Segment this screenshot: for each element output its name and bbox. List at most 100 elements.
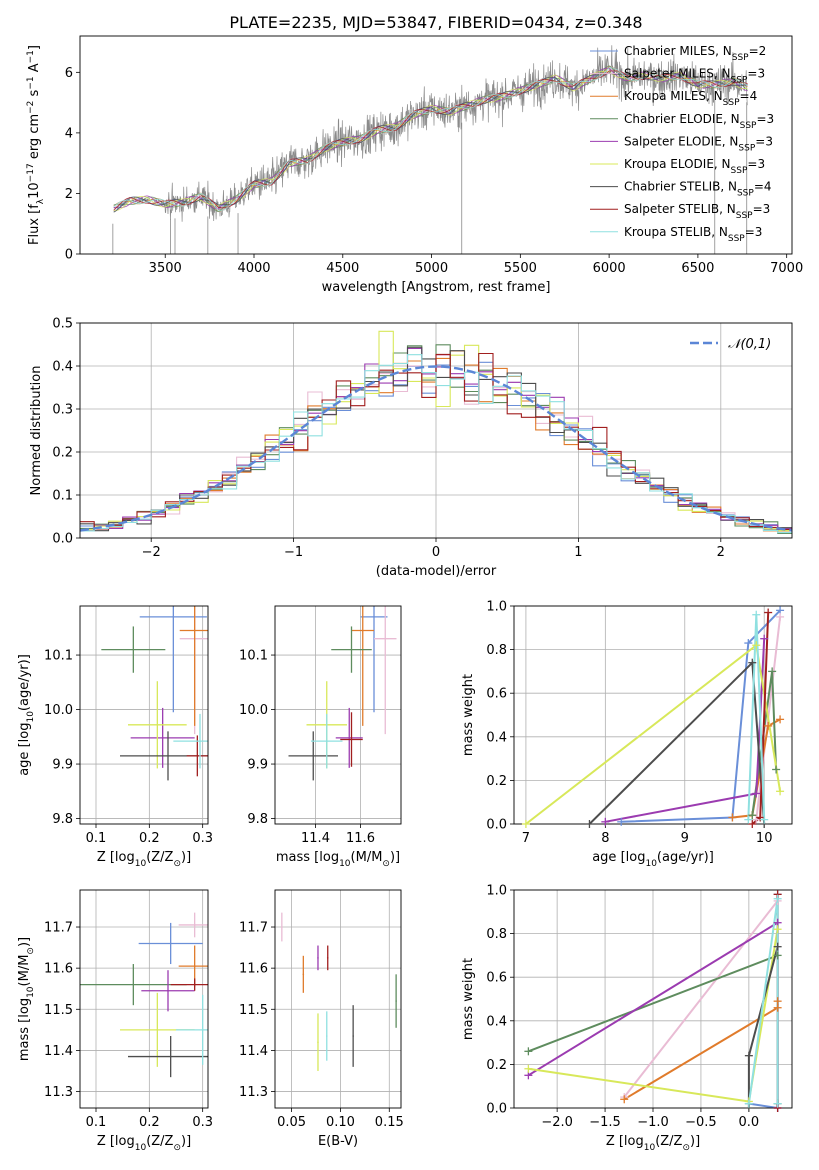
x-tick-label: 4000 bbox=[237, 261, 270, 276]
y-tick-label: 9.8 bbox=[52, 812, 73, 827]
y-tick-label: 0.4 bbox=[486, 1014, 507, 1029]
y-tick-label: 11.7 bbox=[44, 921, 73, 936]
axes-frame bbox=[513, 889, 793, 1109]
errorbar-point bbox=[361, 629, 364, 632]
x-tick-label: 7000 bbox=[770, 261, 803, 276]
y-tick-label: 0.0 bbox=[52, 532, 73, 547]
errorbar-point bbox=[395, 1000, 397, 1002]
y-tick-label: 0.1 bbox=[52, 489, 73, 504]
legend-label: Kroupa ELODIE, NSSP=3 bbox=[624, 157, 765, 176]
errorbar-point bbox=[384, 637, 387, 640]
y-tick-label: 10.0 bbox=[239, 703, 268, 718]
axes-frame bbox=[79, 889, 209, 1109]
y-tick-label: 0.6 bbox=[486, 971, 507, 986]
x-tick-label: 7 bbox=[522, 831, 530, 846]
y-tick-label: 0.8 bbox=[486, 927, 507, 942]
panels: 3500 4000 4500 5000 5500 6000 6500 7000 0 2 4 6 wave… bbox=[17, 35, 803, 1153]
panel-z-vs-age: 0.1 0.2 0.3 9.8 9.9 10.0 10.1 Z [log10(Z/Z⊙)] ag… bbox=[17, 605, 213, 869]
figure-title: PLATE=2235, MJD=53847, FIBERID=0434, z=0… bbox=[229, 13, 642, 32]
plot-area-z-vs-age bbox=[101, 606, 208, 781]
y-axis-label: age [log10(age/yr)] bbox=[17, 654, 36, 776]
x-axis-label: Z [log10(Z/Z⊙)] bbox=[606, 1134, 700, 1153]
x-tick-label: 11.6 bbox=[346, 831, 375, 846]
x-tick-label: −2.0 bbox=[541, 1115, 573, 1130]
errorbar-point bbox=[169, 1055, 172, 1058]
legend-label: Salpeter STELIB, NSSP=3 bbox=[624, 202, 770, 221]
y-tick-label: 0.6 bbox=[486, 687, 507, 702]
y-tick-label: 11.5 bbox=[44, 1003, 73, 1018]
panel-mass-vs-age: 11.4 11.6 9.8 9.9 10.0 10.1 mass [log10(M/M⊙)] bbox=[239, 605, 402, 869]
weight-series-6 bbox=[588, 660, 766, 824]
x-tick-label: 0.10 bbox=[326, 1115, 355, 1130]
errorbar-point bbox=[302, 973, 305, 976]
x-axis-label: (data-model)/error bbox=[376, 564, 497, 579]
x-tick-label: 0.1 bbox=[86, 831, 107, 846]
errorbar-point bbox=[132, 648, 135, 651]
x-tick-label: 0.05 bbox=[277, 1115, 306, 1130]
y-tick-label: 0.0 bbox=[486, 818, 507, 833]
errorbar-point bbox=[348, 737, 351, 739]
legend-label: Kroupa STELIB, NSSP=3 bbox=[624, 225, 762, 244]
y-tick-label: 9.9 bbox=[52, 758, 73, 773]
y-tick-label: 11.3 bbox=[44, 1085, 73, 1100]
errorbar-point bbox=[317, 957, 319, 959]
y-tick-label: 11.3 bbox=[239, 1085, 268, 1100]
errorbar-point bbox=[193, 983, 196, 986]
spectrum-model-6 bbox=[113, 72, 748, 213]
y-tick-label: 1.0 bbox=[486, 884, 507, 899]
x-tick-label: 0.1 bbox=[86, 1115, 107, 1130]
panel-weights-vs-age: 7 8 9 10 0.0 0.2 0.4 0.6 0.8 1.0 age [log10(age/yr… bbox=[461, 600, 793, 869]
x-tick-label: 0 bbox=[432, 545, 440, 560]
weight-series-8 bbox=[747, 898, 779, 1104]
errorbar-point bbox=[281, 926, 283, 928]
weight-series-6 bbox=[747, 946, 779, 1108]
errorbar-point bbox=[156, 724, 159, 726]
y-axis-label: mass [log10(M/M⊙)] bbox=[17, 937, 36, 1061]
spectrum-model-8 bbox=[113, 67, 748, 212]
errorbar-point bbox=[169, 942, 172, 945]
x-tick-label: 10 bbox=[756, 831, 773, 846]
legend-label: Kroupa MILES, NSSP=4 bbox=[624, 89, 757, 108]
errorbar-point bbox=[352, 1035, 354, 1037]
y-tick-label: 0.4 bbox=[52, 360, 73, 375]
errorbar-point bbox=[325, 1035, 328, 1037]
y-tick-label: 6 bbox=[65, 66, 73, 81]
plot-area-spectrum bbox=[112, 45, 748, 254]
errorbar-point bbox=[325, 740, 328, 742]
x-tick-label: 0.0 bbox=[739, 1115, 760, 1130]
x-tick-label: −1.0 bbox=[637, 1115, 669, 1130]
x-axis-label: mass [log10(M/M⊙)] bbox=[276, 850, 400, 869]
axes-frame bbox=[513, 605, 793, 825]
x-tick-label: 5000 bbox=[415, 261, 448, 276]
axes-frame bbox=[274, 889, 402, 1109]
y-tick-label: 0.2 bbox=[486, 774, 507, 789]
y-tick-label: 9.9 bbox=[247, 758, 268, 773]
errorbar-point bbox=[193, 965, 196, 967]
panel-spectrum: 3500 4000 4500 5000 5500 6000 6500 7000 0 2 4 6 wave… bbox=[26, 35, 803, 295]
y-tick-label: 0.8 bbox=[486, 643, 507, 658]
x-tick-label: 8 bbox=[601, 831, 609, 846]
y-tick-label: 9.8 bbox=[247, 812, 268, 827]
errorbar-point bbox=[312, 755, 315, 757]
x-tick-label: 0.2 bbox=[139, 831, 160, 846]
y-tick-label: 11.6 bbox=[239, 962, 268, 977]
legend-label: Chabrier ELODIE, NSSP=3 bbox=[624, 112, 774, 131]
errorbar-point bbox=[199, 740, 201, 742]
plot-area-ebv-vs-mass bbox=[281, 912, 397, 1071]
spectrum-legend: Chabrier MILES, NSSP=2 Salpeter MILES, NS… bbox=[590, 44, 774, 244]
plot-area-weights-vs-age bbox=[525, 609, 782, 824]
plot-area-residuals bbox=[80, 330, 792, 535]
errorbar-point bbox=[373, 616, 375, 618]
residual-legend: 𝒩(0,1) bbox=[690, 337, 771, 352]
y-tick-label: 4 bbox=[65, 126, 73, 141]
spectrum-model-7 bbox=[113, 70, 748, 211]
y-tick-label: 0.3 bbox=[52, 403, 73, 418]
legend-label: Chabrier STELIB, NSSP=4 bbox=[624, 180, 772, 199]
x-axis-label: Z [log10(Z/Z⊙)] bbox=[97, 1134, 191, 1153]
errorbar-point bbox=[172, 616, 175, 618]
x-tick-label: 0.3 bbox=[192, 831, 213, 846]
x-tick-label: 1 bbox=[574, 545, 582, 560]
x-tick-label: 6500 bbox=[681, 261, 714, 276]
legend-label: Chabrier MILES, NSSP=2 bbox=[624, 44, 766, 63]
panel-z-vs-mass: 0.1 0.2 0.3 11.3 11.4 11.5 11.6 11.7 Z [log10(Z/… bbox=[17, 889, 213, 1153]
